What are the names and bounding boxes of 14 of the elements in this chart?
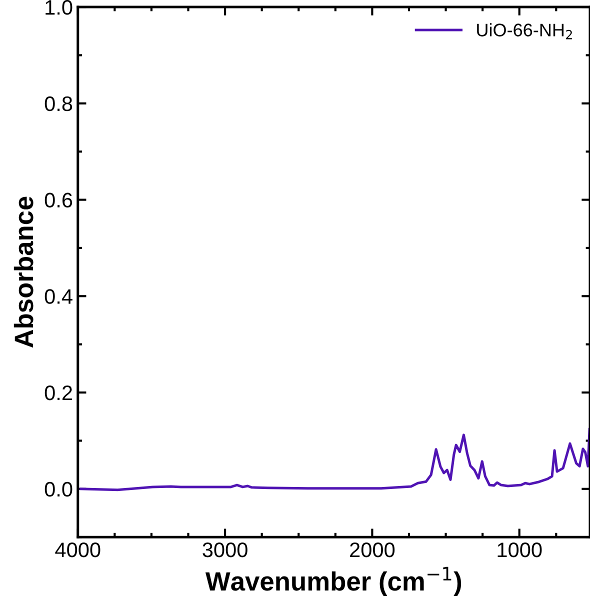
x-tick-label: 1000 (498, 542, 542, 558)
y-axis-title: Absorbance (14, 196, 34, 348)
x-axis-title: Wavenumber (cm$^{−1}$) (205, 566, 462, 596)
y-tick-label: 0.4 (44, 289, 72, 304)
y-tick-label: 0.2 (44, 386, 72, 400)
line-series (80, 428, 590, 492)
x-tick-label: 4000 (55, 542, 100, 558)
x-tick-label: 3000 (202, 542, 248, 558)
x-tick-label: 2000 (350, 542, 395, 558)
y-tick-label: 0.8 (44, 96, 72, 112)
y-tick-label: 1.0 (46, 0, 72, 15)
y-tick-label: 0.6 (44, 192, 72, 208)
y-tick-label: 0.0 (44, 482, 72, 497)
legend-label: UiO-66-NH$_{2}$ (477, 23, 572, 40)
